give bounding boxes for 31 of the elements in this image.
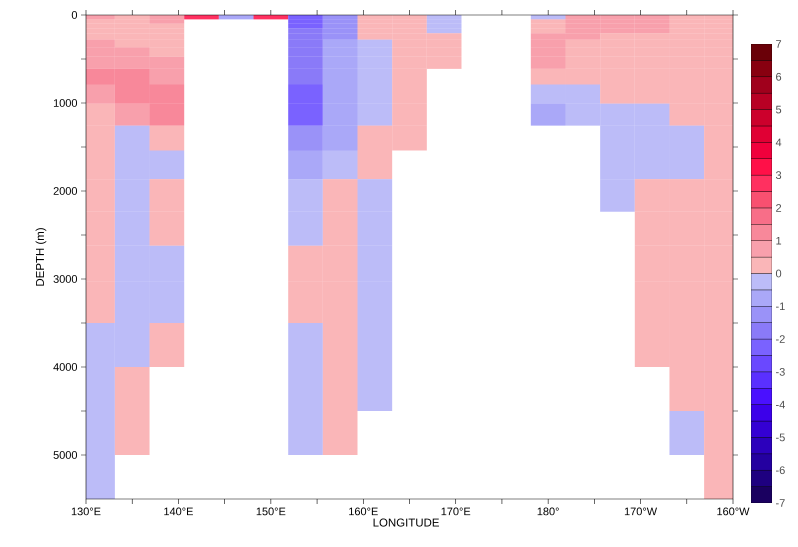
y-tick-label: 3000 [54, 275, 78, 283]
y-tick-label: 4000 [53, 363, 78, 371]
color-bar-label: 6 [776, 72, 782, 81]
x-tick-label: 160°W [717, 508, 750, 516]
color-bar-label: -1 [776, 302, 785, 310]
y-tick-label: 1000 [54, 99, 78, 107]
y-tick-label: 0 [72, 11, 78, 19]
y-tick-label: 5000 [54, 451, 78, 459]
color-bar-label: -2 [776, 335, 785, 343]
x-tick-label: 170°E [442, 508, 470, 516]
x-tick-label: 150°E [256, 508, 286, 516]
x-tick-label: 140°E [164, 508, 193, 516]
x-tick-label: 160°E [349, 508, 378, 516]
x-tick-label: 180° [538, 508, 559, 516]
color-bar-label: -3 [776, 368, 785, 376]
x-tick-label: 170°W [624, 508, 658, 516]
color-bar-label: 4 [776, 138, 782, 146]
color-bar-label: 0 [776, 270, 782, 278]
color-bar-label: 1 [776, 236, 782, 244]
color-bar-label: -4 [776, 400, 785, 408]
x-axis-title: LONGITUDE [374, 518, 439, 527]
color-bar-label: 5 [776, 106, 782, 114]
color-bar-label: 3 [776, 171, 782, 180]
color-bar-label: 2 [776, 204, 782, 212]
color-bar-label: 7 [776, 40, 782, 48]
x-tick-label: 130°E [72, 508, 101, 516]
y-tick-label: 2000 [54, 187, 78, 195]
color-bar-label: -7 [776, 499, 785, 507]
color-bar-label: -6 [776, 466, 785, 474]
y-axis-title: DEPTH (m) [36, 228, 46, 286]
color-bar-label: -5 [776, 434, 785, 442]
